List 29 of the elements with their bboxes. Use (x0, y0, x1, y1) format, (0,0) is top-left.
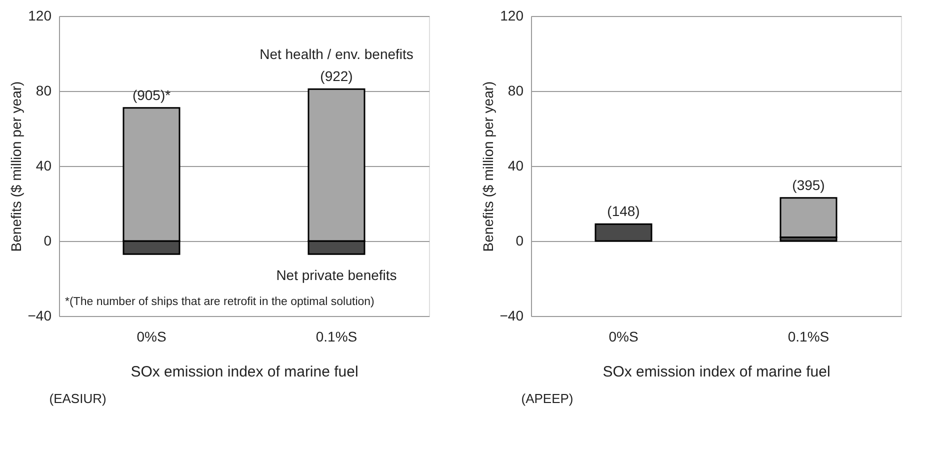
y-tick-label: 0 (44, 232, 52, 248)
y-tick-label: −40 (28, 308, 52, 324)
x-tick-label: 0%S (608, 328, 638, 344)
x-tick-label: 0.1%S (316, 328, 358, 344)
x-tick-label: 0.1%S (788, 328, 830, 344)
series-label: Net private benefits (276, 267, 397, 284)
x-axis-title: SOx emission index of marine fuel (130, 364, 358, 380)
y-tick-label: 0 (516, 232, 524, 248)
y-axis-title: Benefits ($ million per year) (480, 81, 496, 252)
text: Net health / env. benefits (260, 46, 414, 62)
text: (APEEP) (521, 391, 574, 406)
y-tick-label: 120 (500, 8, 524, 24)
x-tick-label: 0%S (136, 328, 166, 344)
annotation: *(The number of ships that are retrofit in the optimal solution) (65, 296, 375, 308)
annotation: (148) (607, 203, 640, 220)
annotation: (922) (320, 68, 353, 84)
y-axis-title: Benefits ($ million per year) (8, 81, 24, 252)
y-tick-label: 40 (508, 158, 524, 174)
annotation: (395) (792, 176, 825, 193)
y-tick-label: 80 (36, 82, 52, 98)
x-axis-title: SOx emission index of marine fuel (602, 364, 830, 380)
y-tick-label: 120 (28, 8, 52, 24)
bar (780, 197, 838, 238)
y-tick-label: 80 (508, 82, 524, 98)
annotation: (905)* (132, 86, 172, 103)
y-tick-label: 40 (36, 158, 52, 174)
y-tick-label: −40 (500, 308, 524, 324)
bar (594, 223, 652, 242)
text: (EASIUR) (49, 391, 106, 406)
